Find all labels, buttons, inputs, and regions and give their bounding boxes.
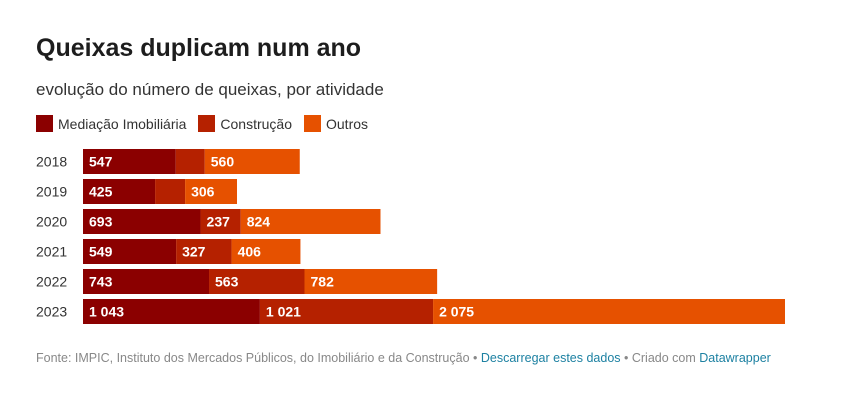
category-label: 2019 [36,184,67,200]
category-label: 2020 [36,214,67,230]
data-label: 693 [89,214,113,230]
legend-label: Outros [326,115,369,132]
data-label: 549 [89,244,113,260]
bar-segment [175,149,205,174]
legend-label: Construção [220,115,292,132]
category-label: 2021 [36,244,67,260]
category-label: 2022 [36,274,67,290]
legend: Mediação Imobiliária Construção Outros [36,115,368,132]
bar-segment [231,239,301,264]
bar-segment [155,179,186,204]
data-label: 547 [89,154,113,170]
legend-swatch [304,115,321,132]
bar-segment [304,269,438,294]
created-with-text: • Criado com [620,351,700,365]
bar-segment [209,269,305,294]
source-text: Fonte: IMPIC, Instituto dos Mercados Púb… [36,351,481,365]
bar-segment [185,179,238,204]
category-label: 2023 [36,304,67,320]
category-label: 2018 [36,154,67,170]
datawrapper-link[interactable]: Datawrapper [699,351,771,365]
data-label: 237 [207,214,231,230]
data-label: 1 021 [266,304,301,320]
data-label: 406 [238,244,262,260]
chart-title: Queixas duplicam num ano [36,34,362,62]
data-label: 560 [211,154,235,170]
legend-label: Mediação Imobiliária [58,115,187,132]
data-label: 782 [311,274,335,290]
legend-item-outros: Outros [304,115,368,132]
bar-segment [83,299,260,324]
legend-swatch [198,115,216,132]
bar-segment [259,299,434,324]
bar-segment [433,299,785,324]
footer: Fonte: IMPIC, Instituto dos Mercados Púb… [36,350,796,366]
data-label: 306 [191,184,215,200]
data-label: 743 [89,274,113,290]
bar-chart: 2018 547 560 2019 425 306 2020 693 237 824 2021 549… [36,149,785,324]
data-label: 563 [215,274,239,290]
data-label: 1 043 [89,304,124,320]
chart-subtitle: evolução do número de queixas, por ativi… [36,80,384,99]
bar-segment [83,179,156,204]
legend-item-construcao: Construção [198,115,292,132]
bar-segment [240,209,381,234]
data-label: 425 [89,184,113,200]
data-label: 824 [247,214,271,230]
download-data-link[interactable]: Descarregar estes dados [480,351,621,365]
legend-item-mediacao: Mediação Imobiliária [36,115,186,132]
bar-segment [83,209,201,234]
bar-segment [204,149,300,174]
bar-segment [83,239,177,264]
bar-segment [176,239,232,264]
bar-segment [83,269,210,294]
bar-segment [83,149,176,174]
data-label: 327 [182,244,206,260]
bar-segment [200,209,241,234]
legend-swatch [36,115,53,132]
data-label: 2 075 [439,304,474,320]
